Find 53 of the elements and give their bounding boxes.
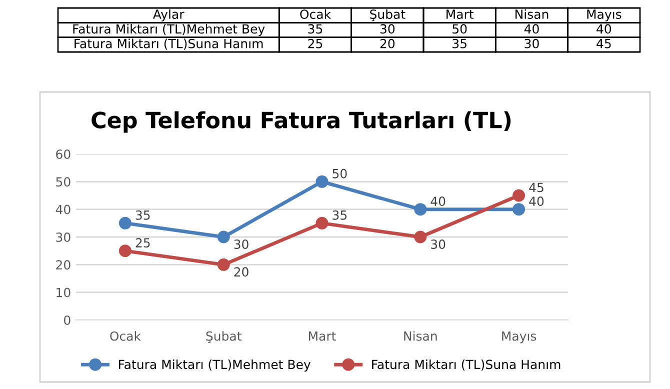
category-label: Ocak xyxy=(300,9,332,19)
data-label: 40 xyxy=(430,196,446,206)
data-label: 40 xyxy=(596,24,612,34)
data-label: 25 xyxy=(308,38,322,48)
point xyxy=(217,258,230,271)
point xyxy=(118,244,132,258)
text: Fatura Miktarı (TL)Mehmet Bey xyxy=(73,24,265,36)
data-label: 35 xyxy=(136,210,150,220)
data-label: 30 xyxy=(524,38,539,48)
data-label: 25 xyxy=(136,238,150,248)
y-tick-label: 20 xyxy=(56,260,70,270)
data-label: 40 xyxy=(524,24,539,34)
point xyxy=(316,175,328,188)
category-label: Şubat xyxy=(370,9,406,22)
y-tick-label: 40 xyxy=(56,204,70,214)
data-label: 40 xyxy=(529,196,544,206)
point xyxy=(316,216,328,230)
legend-label: Fatura Miktarı (TL)Mehmet Bey xyxy=(119,359,311,372)
category-label: Mart xyxy=(446,10,474,19)
chart-title: Cep Telefonu Fatura Tutarları (TL) xyxy=(92,111,511,133)
data-label: 35 xyxy=(308,24,322,34)
data-label: 30 xyxy=(234,240,248,249)
data-label: 50 xyxy=(452,24,467,34)
category-label: Aylar xyxy=(152,9,184,22)
x-tick-label: Mayıs xyxy=(502,331,536,344)
point xyxy=(512,189,526,202)
data-label: 35 xyxy=(452,38,466,48)
x-tick-label: Şubat xyxy=(206,331,242,344)
data-label: 20 xyxy=(380,38,395,48)
y-tick-label: 30 xyxy=(56,232,70,242)
x-tick-label: Ocak xyxy=(110,331,141,341)
point xyxy=(414,203,427,216)
y-tick-label: 60 xyxy=(56,149,70,159)
point xyxy=(118,216,132,230)
y-tick-label: 50 xyxy=(56,177,70,187)
data-label: 30 xyxy=(380,24,395,34)
data-label: 20 xyxy=(234,267,248,277)
category-label: Mayıs xyxy=(587,10,622,22)
point xyxy=(414,230,427,244)
data-label: 30 xyxy=(431,240,446,249)
point xyxy=(217,230,230,244)
text: Fatura Miktarı (TL)Suna Hanım xyxy=(74,38,263,50)
x-tick-label: Mart xyxy=(308,331,336,341)
category-label: Nisan xyxy=(516,9,548,19)
legend-label: Fatura Miktarı (TL)Suna Hanım xyxy=(372,359,560,371)
y-tick-label: 10 xyxy=(56,288,70,298)
data-label: 50 xyxy=(332,168,347,178)
x-tick-label: Nisan xyxy=(404,331,437,341)
data-label: 45 xyxy=(596,39,611,48)
y-tick-label: 0 xyxy=(64,315,70,325)
data-label: 45 xyxy=(529,182,544,192)
data-label: 35 xyxy=(332,210,347,220)
point xyxy=(512,203,526,216)
